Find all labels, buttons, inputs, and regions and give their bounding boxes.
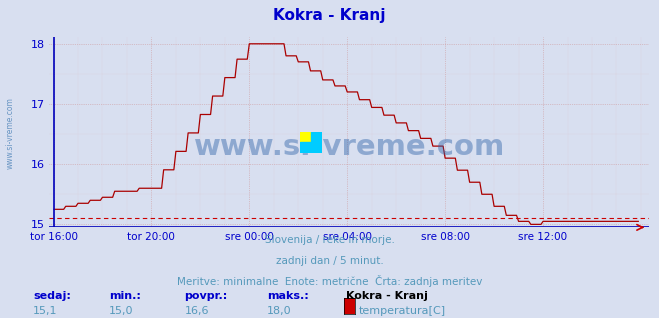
Text: Slovenija / reke in morje.: Slovenija / reke in morje. (264, 235, 395, 245)
Text: min.:: min.: (109, 291, 140, 301)
Text: sedaj:: sedaj: (33, 291, 71, 301)
Text: 16,6: 16,6 (185, 306, 209, 316)
Text: 15,0: 15,0 (109, 306, 133, 316)
Text: zadnji dan / 5 minut.: zadnji dan / 5 minut. (275, 256, 384, 266)
Polygon shape (311, 132, 322, 142)
Text: Kokra - Kranj: Kokra - Kranj (273, 8, 386, 23)
Polygon shape (300, 142, 322, 153)
Text: www.si-vreme.com: www.si-vreme.com (194, 133, 505, 161)
Text: temperatura[C]: temperatura[C] (359, 306, 446, 316)
Text: Kokra - Kranj: Kokra - Kranj (346, 291, 428, 301)
Text: www.si-vreme.com: www.si-vreme.com (5, 98, 14, 169)
Text: 15,1: 15,1 (33, 306, 57, 316)
Text: 18,0: 18,0 (267, 306, 291, 316)
Text: povpr.:: povpr.: (185, 291, 228, 301)
Text: maks.:: maks.: (267, 291, 308, 301)
Text: Meritve: minimalne  Enote: metrične  Črta: zadnja meritev: Meritve: minimalne Enote: metrične Črta:… (177, 275, 482, 287)
Bar (300, 132, 311, 142)
